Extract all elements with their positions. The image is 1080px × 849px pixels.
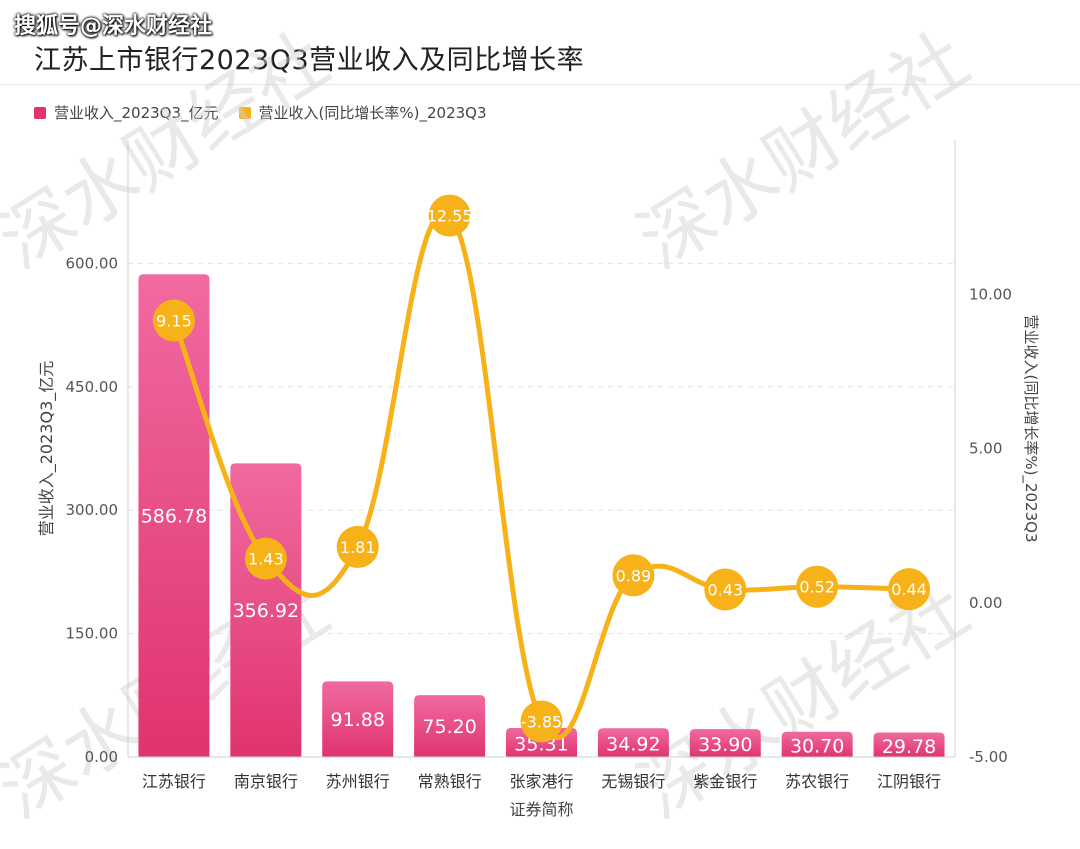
x-tick-label-0: 江苏银行 xyxy=(142,772,206,791)
growth-point-5 xyxy=(612,554,655,597)
legend-swatch-line xyxy=(238,106,251,119)
y-tick-label-3: 450.00 xyxy=(66,378,119,396)
y2-tick-label-2: 5.00 xyxy=(969,440,1002,458)
growth-point-2 xyxy=(336,525,379,568)
growth-label-2: 1.81 xyxy=(340,538,376,557)
y2-axis-title: 营业收入(同比增长率%)_2023Q3 xyxy=(1021,315,1040,543)
x-tick-label-6: 紫金银行 xyxy=(693,772,757,791)
bar-5 xyxy=(597,728,669,757)
bar-label-7: 30.70 xyxy=(790,735,844,757)
y-tick-label-4: 600.00 xyxy=(66,254,119,272)
y2-tick-label-3: 10.00 xyxy=(969,285,1012,303)
x-axis-title: 证券简称 xyxy=(509,800,573,819)
growth-point-8 xyxy=(888,568,931,611)
growth-label-0: 9.15 xyxy=(156,311,192,330)
growth-point-1 xyxy=(244,537,287,580)
growth-point-0 xyxy=(152,299,195,342)
y-tick-label-0: 0.00 xyxy=(85,748,118,766)
growth-label-7: 0.52 xyxy=(799,578,835,597)
x-tick-label-1: 南京银行 xyxy=(234,772,298,791)
y-tick-label-2: 300.00 xyxy=(66,501,119,519)
bar-7 xyxy=(781,731,853,757)
x-tick-label-2: 苏州银行 xyxy=(326,772,390,791)
legend-label-growth: 营业收入(同比增长率%)_2023Q3 xyxy=(258,104,487,122)
growth-label-4: -3.85 xyxy=(521,713,562,732)
legend-item-revenue[interactable]: 营业收入_2023Q3_亿元 xyxy=(34,102,219,123)
growth-label-8: 0.44 xyxy=(891,580,927,599)
bar-2 xyxy=(322,681,394,757)
bar-label-0: 586.78 xyxy=(141,506,207,528)
legend-swatch-bar xyxy=(34,106,46,119)
legend-item-growth[interactable]: 营业收入(同比增长率%)_2023Q3 xyxy=(238,102,487,123)
x-tick-label-3: 常熟银行 xyxy=(418,772,482,791)
chart-legend: 营业收入_2023Q3_亿元 营业收入(同比增长率%)_2023Q3 xyxy=(34,102,507,123)
bar-label-6: 33.90 xyxy=(698,734,752,756)
growth-label-3: 12.55 xyxy=(427,207,473,226)
x-tick-label-5: 无锡银行 xyxy=(601,772,665,791)
watermark-text-3: 深水财经社 xyxy=(624,566,983,835)
line-series: 9.15 1.43 1.81 12.55 -3.85 0.89 0.43 0.52 0.44 xyxy=(152,194,931,743)
x-tick-label-8: 江阴银行 xyxy=(877,772,941,791)
growth-point-4 xyxy=(520,700,563,743)
bar-8 xyxy=(873,732,945,757)
page-title: 江苏上市银行2023Q3营业收入及同比增长率 xyxy=(34,45,585,76)
y-tick-label-1: 150.00 xyxy=(66,625,119,643)
axes: 0.00 150.00 300.00 450.00 600.00 -5.00 0.00 5.0… xyxy=(37,140,1040,819)
y-axis-title: 营业收入_2023Q3_亿元 xyxy=(37,361,57,537)
growth-label-1: 1.43 xyxy=(248,550,284,569)
title-divider xyxy=(0,84,1080,85)
bar-1 xyxy=(230,463,302,757)
x-tick-label-4: 张家港行 xyxy=(509,772,573,791)
grid-lines xyxy=(128,262,955,635)
y2-tick-label-1: 0.00 xyxy=(969,594,1002,612)
watermark-text-1: 深水财经社 xyxy=(624,16,983,285)
bar-6 xyxy=(689,729,761,757)
growth-point-3 xyxy=(428,194,471,237)
growth-point-6 xyxy=(704,568,747,611)
bar-label-3: 75.20 xyxy=(422,716,476,738)
bar-label-8: 29.78 xyxy=(882,736,936,758)
growth-point-7 xyxy=(796,565,839,608)
y2-tick-label-0: -5.00 xyxy=(969,748,1008,766)
bar-label-1: 356.92 xyxy=(233,600,299,622)
bar-0 xyxy=(138,274,210,757)
growth-label-5: 0.89 xyxy=(616,566,652,585)
bar-3 xyxy=(414,695,486,757)
watermark-text-0: 深水财经社 xyxy=(0,16,343,285)
source-watermark: 搜狐号@深水财经社 xyxy=(14,14,213,39)
legend-label-revenue: 营业收入_2023Q3_亿元 xyxy=(54,104,219,122)
bar-series xyxy=(138,274,945,757)
bar-label-5: 34.92 xyxy=(606,734,660,756)
growth-label-6: 0.43 xyxy=(707,580,743,599)
x-tick-label-7: 苏农银行 xyxy=(785,772,849,791)
bar-label-2: 91.88 xyxy=(331,709,385,731)
